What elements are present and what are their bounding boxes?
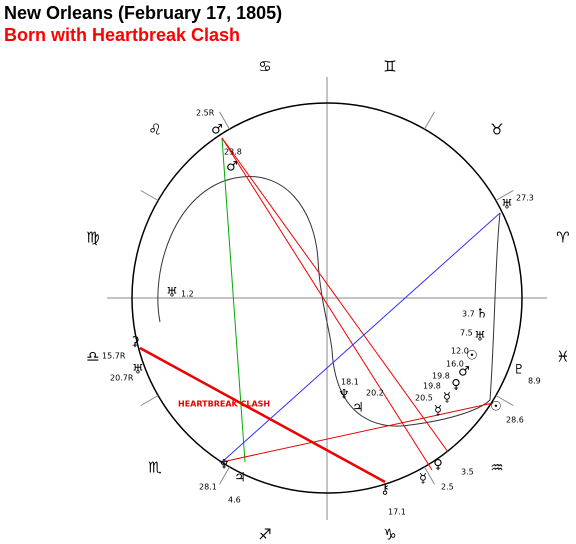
cusp-tick (219, 111, 230, 130)
planet-degree: 3.5 (461, 468, 474, 477)
annotation: HEARTBREAK CLASH (178, 400, 270, 409)
planet-glyph: ♄ (476, 307, 488, 322)
planet-degree: 20.5 (415, 394, 433, 403)
planet-glyph: ♀ (451, 378, 461, 393)
planet-glyph: ♂ (226, 160, 238, 175)
planet-degree: 19.8 (423, 382, 441, 391)
sign-glyph: ♉ (490, 121, 503, 139)
cusp-tick (424, 466, 435, 485)
planet-glyph: ♂ (458, 365, 470, 380)
planet-degree: 28.6 (506, 416, 524, 425)
aspect-line (221, 137, 246, 463)
planet-glyph: ♀ (433, 458, 443, 473)
cusp-tick (495, 190, 514, 201)
planet-degree: 4.6 (228, 496, 241, 505)
cusp-tick (495, 395, 514, 406)
planet-glyph: ♆ (218, 458, 230, 473)
planet-degree: 20.7R (110, 374, 134, 383)
planet-glyph: ☿ (419, 472, 427, 487)
planet-degree: 27.3 (516, 194, 534, 203)
planet-degree: 20.2 (366, 389, 384, 398)
cusp-tick (140, 190, 159, 201)
planet-glyph: ♇ (513, 363, 525, 378)
planet-degree: 2.5R (196, 109, 215, 118)
planet-degree: 28.1 (199, 483, 217, 492)
aspect-line (221, 137, 449, 453)
planet-glyph: ♅ (474, 330, 486, 345)
planet-glyph: ♂ (211, 123, 223, 138)
sign-glyph: ♋ (258, 58, 271, 76)
aspect-line (221, 402, 494, 463)
sign-glyph: ♏ (148, 459, 162, 477)
planet-degree: 16.0 (446, 360, 464, 369)
curve (157, 176, 501, 427)
sign-glyph: ♓ (556, 348, 569, 366)
sign-glyph: ♑ (383, 526, 396, 544)
planet-degree: 19.8 (432, 372, 450, 381)
planet-glyph: ♃ (352, 401, 364, 416)
planet-degree: 12.0 (451, 347, 469, 356)
planet-glyph: ♅ (501, 198, 513, 213)
cusp-tick (140, 395, 159, 406)
cusp-tick (219, 466, 230, 485)
planet-degree: 18.1 (341, 378, 359, 387)
wheel-circle (131, 102, 523, 494)
planet-degree: 1.2 (181, 290, 194, 299)
wheel (107, 77, 547, 520)
planet-degree: 3.7 (462, 310, 475, 319)
subtitle: Born with Heartbreak Clash (4, 25, 240, 45)
sign-glyph: ♌ (148, 121, 161, 139)
planet-glyph: ⚷ (380, 483, 390, 498)
sign-glyph: ♎ (86, 348, 99, 366)
sign-glyph: ♈ (556, 229, 569, 247)
sign-glyph: ♍ (86, 229, 99, 247)
aspect-line (221, 212, 501, 463)
heartbreak-line (139, 346, 386, 484)
planet-degree: 15.7R (102, 352, 126, 361)
planet-glyph: ♆ (338, 388, 350, 403)
title: New Orleans (February 17, 1805) (4, 3, 282, 23)
planet-degree: 2.5 (441, 483, 454, 492)
planet-glyph: ☿ (443, 391, 451, 406)
planet-glyph: ☿ (434, 404, 442, 419)
aspect-line (221, 137, 433, 471)
planet-glyph: ♅ (166, 286, 178, 301)
planet-degree: 7.5 (460, 329, 473, 338)
sign-glyph: ♐ (258, 526, 271, 544)
sign-glyph: ♒ (490, 459, 503, 477)
planet-glyph: ♃ (234, 471, 246, 486)
planet-degree: 23.8 (224, 148, 242, 157)
planet-glyph: ☉ (490, 400, 502, 415)
planet-glyph: ☉ (466, 349, 478, 364)
sign-glyph: ♊ (383, 58, 396, 76)
cusp-tick (424, 111, 435, 130)
planet-degree: 17.1 (388, 508, 406, 517)
planet-degree: 8.9 (528, 377, 541, 386)
planet-glyph: ♅ (132, 363, 144, 378)
planet-glyph: ⚳ (130, 335, 140, 350)
